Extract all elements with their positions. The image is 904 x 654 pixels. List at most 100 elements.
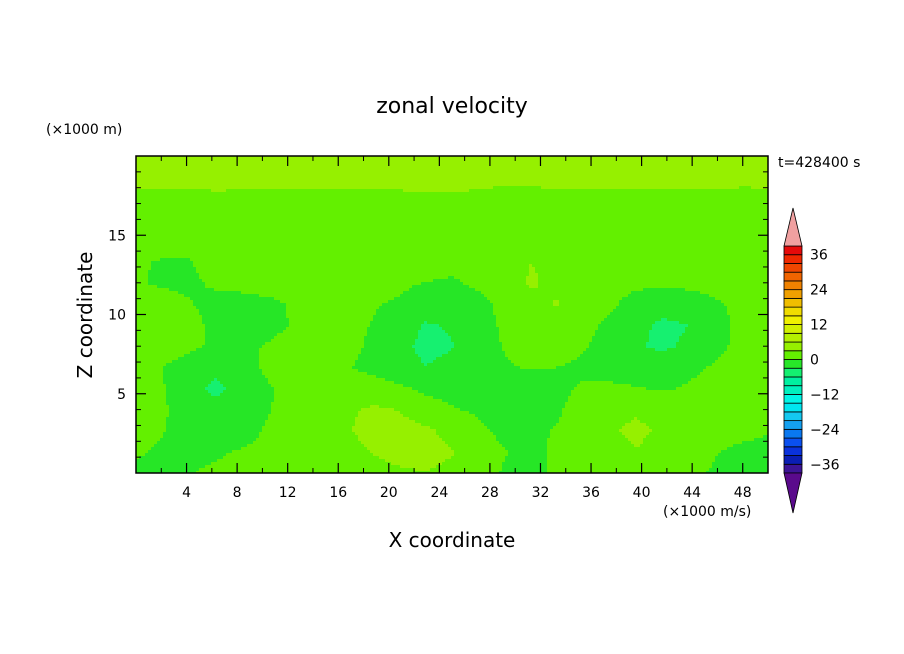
- field-cell: [334, 156, 338, 160]
- field-cell: [268, 180, 272, 184]
- field-cell: [595, 180, 599, 184]
- field-cell: [361, 162, 365, 166]
- field-cell: [187, 213, 191, 217]
- field-cell: [334, 189, 338, 193]
- field-cell: [466, 156, 470, 160]
- field-cell: [358, 171, 362, 175]
- field-cell: [604, 210, 608, 214]
- field-cell: [451, 183, 455, 187]
- field-cell: [250, 171, 254, 175]
- field-cell: [328, 162, 332, 166]
- field-cell: [643, 174, 647, 178]
- field-cell: [235, 174, 239, 178]
- field-cell: [550, 210, 554, 214]
- field-cell: [577, 189, 581, 193]
- field-cell: [757, 198, 761, 202]
- field-cell: [316, 180, 320, 184]
- field-cell: [652, 204, 656, 208]
- field-cell: [454, 159, 458, 163]
- field-cell: [691, 192, 695, 196]
- field-cell: [475, 159, 479, 163]
- field-cell: [610, 192, 614, 196]
- field-cell: [409, 159, 413, 163]
- field-cell: [220, 213, 224, 217]
- field-cell: [502, 183, 506, 187]
- field-cell: [340, 201, 344, 205]
- field-cell: [565, 168, 569, 172]
- field-cell: [577, 207, 581, 211]
- field-cell: [688, 174, 692, 178]
- field-cell: [472, 180, 476, 184]
- field-cell: [745, 156, 749, 160]
- field-cell: [358, 162, 362, 166]
- field-cell: [514, 177, 518, 181]
- field-cell: [370, 183, 374, 187]
- field-cell: [547, 192, 551, 196]
- field-cell: [319, 207, 323, 211]
- field-cell: [229, 168, 233, 172]
- field-cell: [736, 177, 740, 181]
- field-cell: [358, 159, 362, 163]
- field-cell: [661, 168, 665, 172]
- field-cell: [580, 207, 584, 211]
- field-cell: [262, 177, 266, 181]
- field-cell: [163, 162, 167, 166]
- field-cell: [280, 210, 284, 214]
- field-cell: [619, 204, 623, 208]
- field-cell: [364, 195, 368, 199]
- field-cell: [523, 195, 527, 199]
- field-cell: [214, 177, 218, 181]
- field-cell: [448, 165, 452, 169]
- field-cell: [463, 189, 467, 193]
- field-cell: [712, 186, 716, 190]
- field-cell: [418, 213, 422, 217]
- field-cell: [733, 165, 737, 169]
- field-cell: [223, 165, 227, 169]
- field-cell: [274, 189, 278, 193]
- field-cell: [472, 210, 476, 214]
- field-cell: [445, 156, 449, 160]
- field-cell: [751, 210, 755, 214]
- field-cell: [484, 186, 488, 190]
- field-cell: [736, 192, 740, 196]
- field-cell: [478, 186, 482, 190]
- field-cell: [523, 210, 527, 214]
- field-cell: [223, 210, 227, 214]
- field-cell: [151, 198, 155, 202]
- field-cell: [283, 189, 287, 193]
- field-cell: [433, 159, 437, 163]
- field-cell: [322, 186, 326, 190]
- field-cell: [367, 162, 371, 166]
- field-cell: [508, 213, 512, 217]
- field-cell: [406, 156, 410, 160]
- field-cell: [736, 210, 740, 214]
- field-cell: [622, 210, 626, 214]
- field-cell: [238, 204, 242, 208]
- field-cell: [343, 210, 347, 214]
- field-cell: [766, 198, 768, 202]
- field-cell: [346, 207, 350, 211]
- field-cell: [427, 165, 431, 169]
- field-cell: [754, 168, 758, 172]
- field-cell: [307, 177, 311, 181]
- field-cell: [664, 174, 668, 178]
- field-cell: [379, 198, 383, 202]
- field-cell: [466, 198, 470, 202]
- field-cell: [592, 210, 596, 214]
- field-cell: [628, 192, 632, 196]
- field-cell: [760, 207, 764, 211]
- field-cell: [517, 198, 521, 202]
- field-cell: [211, 207, 215, 211]
- field-cell: [331, 174, 335, 178]
- field-cell: [322, 204, 326, 208]
- field-cell: [505, 198, 509, 202]
- field-cell: [493, 168, 497, 172]
- field-cell: [514, 210, 518, 214]
- field-cell: [415, 198, 419, 202]
- field-cell: [481, 162, 485, 166]
- field-cell: [565, 186, 569, 190]
- field-cell: [382, 165, 386, 169]
- field-cell: [277, 180, 281, 184]
- field-cell: [478, 213, 482, 217]
- field-cell: [244, 198, 248, 202]
